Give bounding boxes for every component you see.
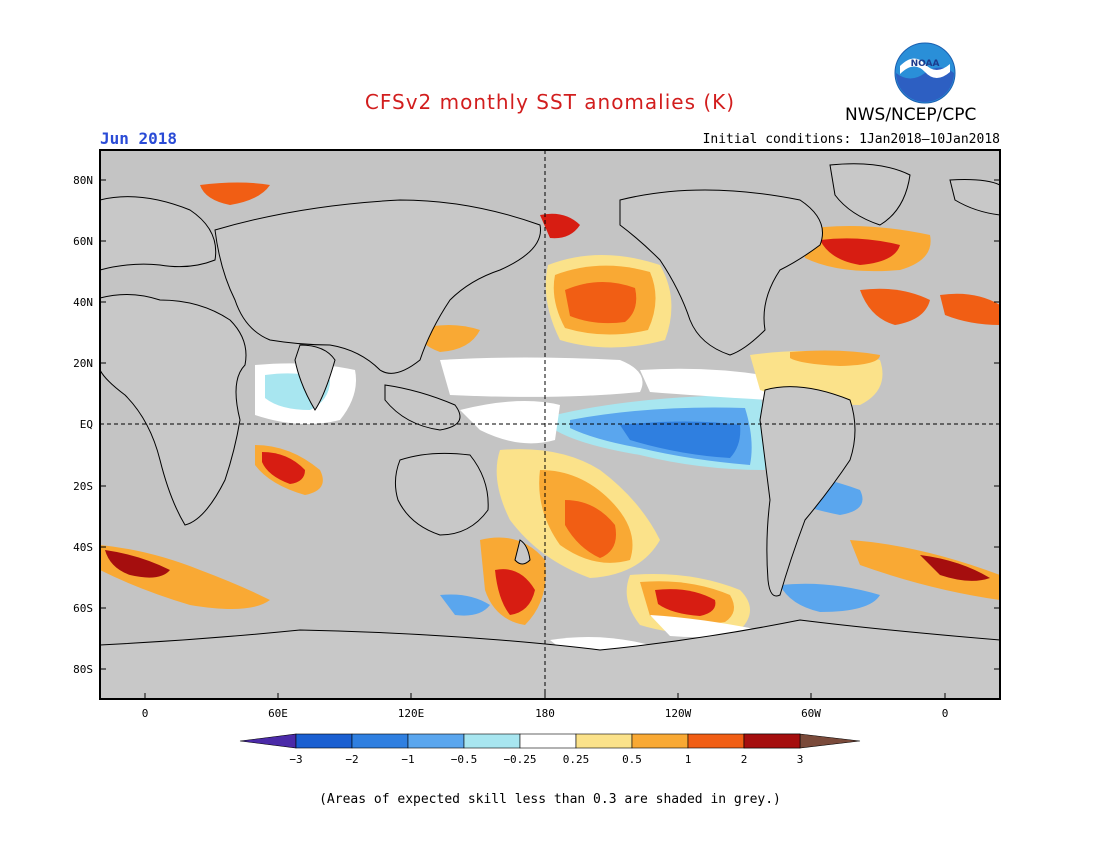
colorbar-box [743, 733, 801, 749]
colorbar: −3 −2 −1 −0.5 −0.25 0.25 0.5 1 2 3 [239, 733, 861, 766]
colorbar-label: −0.25 [503, 753, 536, 766]
colorbar-label: 1 [685, 753, 692, 766]
colorbar-box [519, 733, 577, 749]
logo-text: NOAA [911, 59, 940, 69]
colorbar-box [407, 733, 465, 749]
lon-label: 60W [801, 707, 821, 720]
colorbar-arrow-low [239, 733, 297, 749]
lat-label: 60N [73, 235, 93, 248]
lon-label: 0 [142, 707, 149, 720]
lat-label: 80S [73, 663, 93, 676]
colorbar-box [687, 733, 745, 749]
lat-label: 20N [73, 357, 93, 370]
colorbar-box [463, 733, 521, 749]
colorbar-arrow-high [799, 733, 861, 749]
initial-conditions: Initial conditions: 1Jan2018–10Jan2018 [702, 132, 1000, 147]
lat-ticks: 80N 60N 40N 20N EQ 20S 40S 60S 80S [73, 174, 1000, 676]
forecast-month: Jun 2018 [100, 129, 178, 148]
lat-label: 20S [73, 480, 93, 493]
lon-label: 0 [942, 707, 949, 720]
lat-label: EQ [80, 418, 93, 431]
colorbar-label: −1 [401, 753, 414, 766]
colorbar-label: −0.5 [451, 753, 478, 766]
lon-label: 60E [268, 707, 288, 720]
lon-label: 180 [535, 707, 555, 720]
lat-label: 40N [73, 296, 93, 309]
lon-label: 120E [398, 707, 425, 720]
colorbar-label: −3 [289, 753, 302, 766]
colorbar-label: 0.25 [563, 753, 590, 766]
noaa-logo: NOAA [894, 42, 956, 104]
lat-label: 40S [73, 541, 93, 554]
agency-label: NWS/NCEP/CPC [845, 105, 977, 125]
colorbar-label: 2 [741, 753, 748, 766]
colorbar-box [295, 733, 353, 749]
lat-label: 80N [73, 174, 93, 187]
coastlines [99, 163, 1001, 700]
map-title: CFSv2 monthly SST anomalies (K) [364, 90, 736, 114]
lon-label: 120W [665, 707, 692, 720]
lon-ticks: 0 60E 120E 180 120W 60W 0 [142, 693, 949, 720]
colorbar-box [575, 733, 633, 749]
colorbar-box [351, 733, 409, 749]
colorbar-label: 0.5 [622, 753, 642, 766]
colorbar-label: 3 [797, 753, 804, 766]
skill-note: (Areas of expected skill less than 0.3 a… [319, 792, 781, 807]
lat-label: 60S [73, 602, 93, 615]
colorbar-label: −2 [345, 753, 358, 766]
colorbar-box [631, 733, 689, 749]
